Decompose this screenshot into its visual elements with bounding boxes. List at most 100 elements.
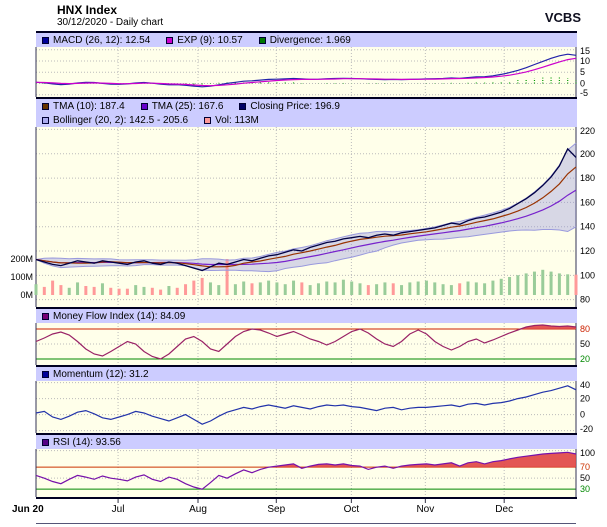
price-plot: 220 200 180 160 140 120 100 80 200M 100M 0M — [10, 127, 595, 307]
momentum-line — [35, 385, 577, 425]
volume-legend-label: Vol: 113M — [215, 114, 259, 126]
y-axis-label: 0 — [580, 78, 585, 88]
y-axis-label: 50 — [580, 473, 590, 483]
exp-swatch — [166, 36, 174, 44]
exp-legend-label: EXP (9): 10.57 — [177, 34, 243, 46]
legend-item: Bollinger (20, 2): 142.5 - 205.6 — [42, 115, 188, 126]
brand-logo: VCBS — [544, 10, 581, 25]
y-axis-label: 15 — [580, 47, 590, 56]
y-axis-label: 20 — [580, 394, 590, 404]
y-axis-label: 80 — [580, 295, 590, 305]
rsi-overbought-fill — [36, 452, 576, 468]
exp-line — [35, 57, 577, 87]
macd-swatch — [42, 36, 49, 44]
legend-item: Money Flow Index (14): 84.09 — [42, 311, 185, 322]
momentum-legend-label: Momentum (12): 31.2 — [53, 368, 149, 380]
x-axis-label: Jun 20 — [12, 504, 44, 515]
panel-separator — [36, 307, 577, 309]
y-axis-label: 70 — [580, 462, 590, 472]
x-axis-label: Nov — [416, 504, 434, 515]
volume-axis-label: 200M — [10, 254, 33, 264]
tma10-swatch — [42, 102, 49, 110]
bollinger-lower-line — [35, 226, 577, 273]
panel-separator — [36, 365, 577, 367]
plot-background — [36, 381, 576, 433]
legend-item: Momentum (12): 31.2 — [42, 369, 149, 380]
x-axis: Jun 20 Jul Aug Sep Oct Nov Dec — [12, 499, 576, 524]
y-axis-label: 200 — [580, 149, 595, 159]
tma25-legend-label: TMA (25): 167.6 — [151, 100, 224, 112]
plot-background — [36, 449, 576, 497]
closing-price-swatch — [239, 102, 247, 110]
legend-item: Divergence: 1.969 — [258, 34, 351, 46]
y-axis-label: 140 — [580, 222, 595, 232]
panel-separator — [36, 31, 577, 33]
chart-header: HNX Index 30/12/2020 - Daily chart VCBS — [0, 0, 607, 31]
volume-swatch — [204, 116, 212, 124]
legend-item: RSI (14): 93.56 — [42, 437, 121, 448]
page-title: HNX Index — [57, 3, 118, 17]
y-axis-label: -5 — [580, 88, 588, 97]
macd-legend: MACD (26, 12): 12.54 EXP (9): 10.57 Dive… — [36, 33, 577, 47]
y-axis-label: 50 — [580, 339, 590, 349]
mfi-legend: Money Flow Index (14): 84.09 — [36, 309, 577, 323]
y-axis-label: 180 — [580, 173, 595, 183]
x-axis-label: Dec — [495, 504, 513, 515]
mfi-plot: 80 50 20 — [35, 323, 590, 365]
x-axis-label: Sep — [267, 504, 285, 515]
y-axis-label: 40 — [580, 381, 590, 390]
price-legend-row2: Bollinger (20, 2): 142.5 - 205.6 Vol: 11… — [36, 113, 577, 127]
y-axis-label: 100 — [580, 449, 595, 458]
rsi-legend-label: RSI (14): 93.56 — [53, 436, 121, 448]
tma10-legend-label: TMA (10): 187.4 — [53, 100, 125, 112]
legend-item: MACD (26, 12): 12.54 — [42, 35, 150, 46]
rsi-legend: RSI (14): 93.56 — [36, 435, 577, 449]
y-axis-label: 10 — [580, 56, 590, 66]
legend-item: Vol: 113M — [204, 115, 259, 126]
chart-subtitle: 30/12/2020 - Daily chart — [57, 17, 164, 28]
panel-separator — [36, 97, 577, 99]
price-legend-row1: TMA (10): 187.4 TMA (25): 167.6 Closing … — [36, 99, 577, 113]
y-axis-label: 30 — [580, 484, 590, 494]
legend-item: Closing Price: 196.9 — [239, 101, 340, 112]
x-axis-label: Aug — [189, 504, 207, 515]
tma25-swatch — [140, 102, 148, 110]
y-axis-label: 0 — [580, 410, 585, 420]
momentum-swatch — [42, 370, 49, 378]
y-axis-label: 5 — [580, 67, 585, 77]
panel-separator — [36, 433, 577, 435]
mfi-line — [35, 324, 577, 360]
y-axis-label: 220 — [580, 127, 595, 136]
divergence-legend-label: Divergence: 1.969 — [269, 34, 351, 46]
legend-item: TMA (10): 187.4 — [42, 101, 125, 112]
y-axis-label: 80 — [580, 324, 590, 334]
title-block: HNX Index 30/12/2020 - Daily chart — [57, 3, 163, 31]
volume-axis-label: 0M — [20, 290, 33, 300]
panel-separator — [36, 497, 577, 499]
x-axis-label: Jul — [112, 504, 125, 515]
bollinger-swatch — [42, 116, 49, 124]
y-axis-label: 100 — [580, 270, 595, 280]
volume-axis-label: 100M — [10, 272, 33, 282]
y-axis-label: -20 — [580, 424, 593, 433]
rsi-line — [35, 451, 577, 490]
legend-item: TMA (25): 167.6 — [140, 100, 224, 112]
tma10-line — [35, 166, 577, 268]
momentum-plot: 40 20 0 -20 — [35, 381, 593, 433]
mfi-legend-label: Money Flow Index (14): 84.09 — [53, 310, 186, 322]
y-axis-label: 160 — [580, 197, 595, 207]
bollinger-upper-line — [35, 142, 577, 261]
y-axis-label: 20 — [580, 354, 590, 364]
closing-price-line — [35, 147, 577, 272]
momentum-legend: Momentum (12): 31.2 — [36, 367, 577, 381]
x-axis-label: Oct — [344, 504, 360, 515]
bollinger-legend-label: Bollinger (20, 2): 142.5 - 205.6 — [53, 114, 189, 126]
divergence-swatch — [258, 36, 266, 44]
mfi-swatch — [42, 312, 49, 320]
y-axis-label: 120 — [580, 246, 595, 256]
macd-legend-label: MACD (26, 12): 12.54 — [53, 34, 151, 46]
rsi-swatch — [42, 438, 49, 446]
closing-price-legend-label: Closing Price: 196.9 — [250, 100, 340, 112]
